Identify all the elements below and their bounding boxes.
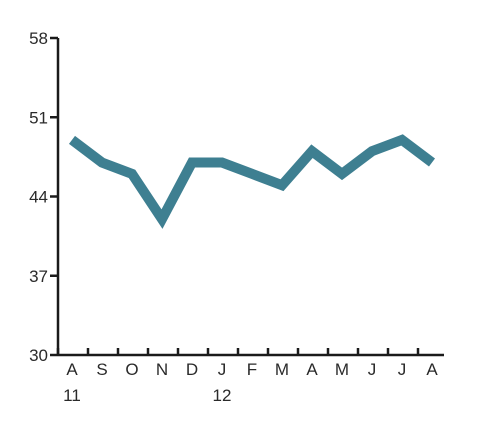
x-tick-label: M [275, 360, 289, 379]
x-tick-label: D [186, 360, 198, 379]
y-axis: 30 37 44 51 58 [29, 29, 60, 365]
x-tick-label: M [335, 360, 349, 379]
x-tick-label: F [247, 360, 257, 379]
x-year-label: 12 [213, 386, 232, 405]
x-tick-label: J [398, 360, 407, 379]
series-line [68, 134, 436, 229]
y-tick-label: 51 [29, 108, 48, 127]
x-tick-label: S [96, 360, 107, 379]
x-axis: A S O N D J F M A M J J A11 12 [56, 348, 444, 405]
x-tick-label: J [218, 360, 227, 379]
x-year-label: 11 [63, 386, 81, 405]
series-layer [68, 134, 436, 229]
y-tick-label: 30 [29, 346, 48, 365]
x-tick-label: J [368, 360, 377, 379]
y-tick-label: 44 [29, 188, 48, 207]
x-tick-label: A [66, 360, 78, 379]
x-tick-label: A [306, 360, 318, 379]
y-tick-label: 37 [29, 267, 48, 286]
y-tick-label: 58 [29, 29, 48, 48]
x-tick-label: A [426, 360, 438, 379]
x-tick-label: O [125, 360, 138, 379]
x-tick-label: N [156, 360, 168, 379]
